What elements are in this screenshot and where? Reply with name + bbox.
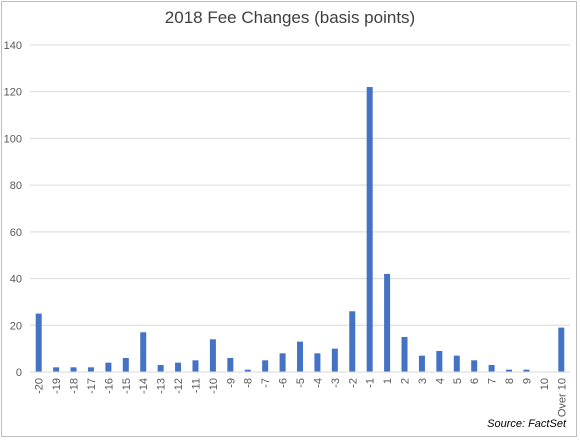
x-tick-label: -12 (173, 378, 185, 394)
bar (227, 357, 234, 372)
x-tick-label: 1 (382, 378, 394, 384)
bar (70, 367, 77, 372)
gridlines (30, 44, 570, 326)
x-tick-label: 4 (434, 378, 446, 384)
x-tick-label: -10 (208, 378, 220, 394)
bar (523, 369, 530, 372)
x-tick-label: -4 (312, 378, 324, 388)
bar (105, 362, 112, 372)
bar (262, 360, 269, 372)
x-tick-label: -14 (138, 378, 150, 394)
bar (209, 339, 216, 372)
y-tick-label: 100 (4, 133, 22, 145)
x-tick-label: -17 (86, 378, 98, 394)
x-tick-label: -20 (34, 378, 46, 394)
bar (453, 355, 460, 372)
source-note: Source: FactSet (487, 418, 566, 430)
bar (175, 362, 182, 372)
bar (436, 350, 443, 372)
bar (53, 367, 60, 372)
bar (488, 364, 495, 372)
bar (35, 313, 42, 372)
bar (331, 348, 338, 372)
bar (244, 369, 251, 372)
x-axis-ticks: -20 -19 -18 -17 -16 -15 -14 -13 -12 -11 -10 -9 -8 -7-… (34, 378, 569, 417)
x-tick-label: Over 10 (556, 378, 568, 417)
bar (366, 87, 373, 373)
x-tick-label: -16 (103, 378, 115, 394)
x-tick-label: 7 (487, 378, 499, 384)
bar (297, 341, 303, 372)
x-tick-label: -9 (225, 378, 237, 388)
x-tick-label: 10 (539, 378, 551, 390)
chart-title: 2018 Fee Changes (basis points) (164, 8, 416, 27)
x-tick-label: -18 (69, 378, 81, 394)
y-tick-label: 20 (10, 320, 22, 332)
x-tick-label: 5 (452, 378, 464, 384)
y-axis-ticks: 0 20 40 60 80 100 120 140 (4, 40, 22, 379)
x-tick-label: -11 (190, 378, 202, 393)
x-tick-label: -5 (295, 378, 307, 388)
y-tick-label: 120 (4, 87, 22, 99)
x-tick-label: 8 (504, 378, 516, 384)
bar (349, 311, 356, 372)
bars (35, 87, 565, 373)
x-tick-label: 2 (400, 378, 412, 384)
y-tick-label: 80 (10, 180, 22, 192)
bar (401, 336, 408, 372)
bar (558, 327, 565, 372)
y-tick-label: 140 (4, 40, 22, 52)
bar (140, 332, 147, 372)
bar (87, 367, 94, 372)
x-tick-label: -8 (243, 378, 255, 388)
y-tick-label: 0 (16, 367, 22, 379)
x-tick-label: -7 (260, 378, 272, 388)
x-tick-label: 3 (417, 378, 429, 384)
x-tick-label: -13 (156, 378, 168, 394)
y-tick-label: 60 (10, 227, 22, 239)
x-tick-label: 9 (521, 378, 533, 384)
x-tick-label: -2 (347, 378, 359, 388)
x-tick-label: -19 (51, 378, 63, 394)
bar (384, 273, 391, 372)
bar (471, 360, 478, 372)
bar (418, 355, 425, 372)
bar (279, 353, 286, 372)
x-tick-label: -1 (365, 378, 377, 388)
bar (192, 360, 199, 372)
x-tick-label: -6 (278, 378, 290, 388)
bar (314, 353, 321, 372)
bar (122, 357, 129, 372)
x-tick-label: 6 (469, 378, 481, 384)
bar (506, 369, 513, 372)
bar (157, 364, 164, 372)
x-tick-label: -3 (330, 378, 342, 388)
y-tick-label: 40 (10, 274, 22, 286)
x-tick-label: -15 (121, 378, 133, 394)
